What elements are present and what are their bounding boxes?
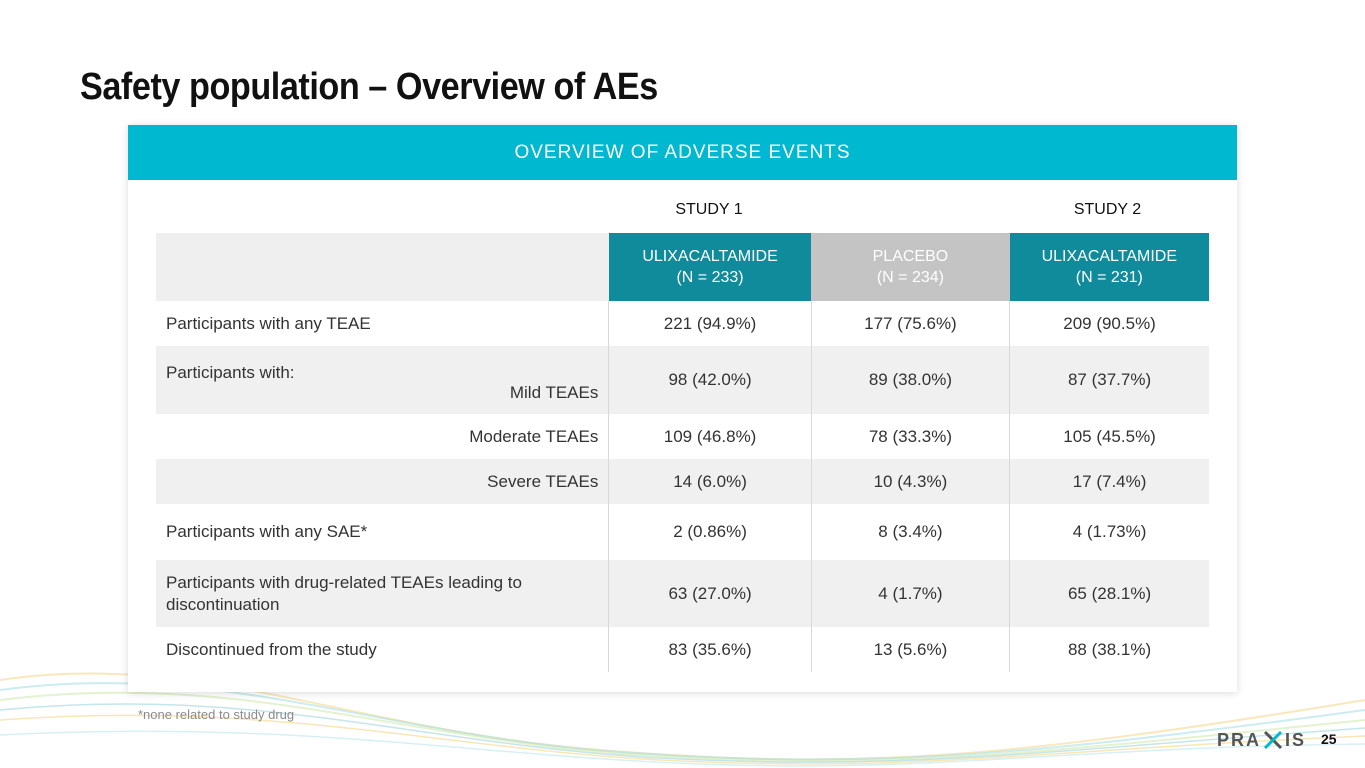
cell-value: 98 (42.0%) bbox=[608, 346, 812, 414]
page-title: Safety population – Overview of AEs bbox=[80, 66, 658, 108]
column-name: PLACEBO bbox=[872, 248, 949, 265]
column-header-ulixacaltamide-study1: ULIXACALTAMIDE (N = 233) bbox=[608, 233, 812, 301]
cell-value: 65 (28.1%) bbox=[1009, 560, 1209, 627]
cell-value: 63 (27.0%) bbox=[608, 560, 812, 627]
row-label: Participants with any TEAE bbox=[166, 313, 371, 333]
column-n: (N = 233) bbox=[676, 269, 744, 286]
card-header: OVERVIEW OF ADVERSE EVENTS bbox=[128, 125, 1237, 180]
cell-value: 221 (94.9%) bbox=[608, 301, 812, 346]
logo-text-left: PRA bbox=[1217, 729, 1262, 750]
logo-text-right: IS bbox=[1285, 729, 1307, 750]
row-sublabel: Mild TEAEs bbox=[509, 383, 599, 402]
cell-value: 177 (75.6%) bbox=[810, 301, 1010, 346]
table-header-row: ULIXACALTAMIDE (N = 233) PLACEBO (N = 23… bbox=[156, 233, 1209, 301]
praxis-logo: PRA IS bbox=[1217, 729, 1306, 751]
row-label: Moderate TEAEs bbox=[469, 426, 599, 446]
column-header-placebo: PLACEBO (N = 234) bbox=[811, 233, 1010, 301]
study2-label: STUDY 2 bbox=[1073, 201, 1142, 218]
cell-value: 87 (37.7%) bbox=[1009, 346, 1209, 414]
header-blank-cell bbox=[156, 233, 609, 301]
adverse-events-table: ULIXACALTAMIDE (N = 233) PLACEBO (N = 23… bbox=[156, 233, 1209, 672]
table-row: Severe TEAEs 14 (6.0%) 10 (4.3%) 17 (7.4… bbox=[156, 459, 1209, 504]
column-n: (N = 231) bbox=[1075, 269, 1143, 286]
cell-value: 13 (5.6%) bbox=[810, 627, 1010, 672]
cell-value: 4 (1.73%) bbox=[1009, 504, 1209, 560]
row-label: Discontinued from the study bbox=[166, 639, 377, 659]
cell-value: 89 (38.0%) bbox=[810, 346, 1010, 414]
overview-card: OVERVIEW OF ADVERSE EVENTS STUDY 1 STUDY… bbox=[128, 125, 1237, 692]
row-label-group: Participants with: Mild TEAEs bbox=[156, 346, 609, 414]
row-label: Participants with: bbox=[166, 363, 295, 382]
cell-value: 88 (38.1%) bbox=[1009, 627, 1209, 672]
column-n: (N = 234) bbox=[876, 269, 944, 286]
table-row: Participants with any TEAE 221 (94.9%) 1… bbox=[156, 301, 1209, 346]
table-row: Discontinued from the study 83 (35.6%) 1… bbox=[156, 627, 1209, 672]
row-label: Participants with any SAE* bbox=[166, 522, 368, 541]
column-name: ULIXACALTAMIDE bbox=[642, 248, 778, 265]
x-mark-icon bbox=[1263, 730, 1283, 750]
row-label: Severe TEAEs bbox=[156, 459, 609, 504]
table-row: Moderate TEAEs 109 (46.8%) 78 (33.3%) 10… bbox=[156, 414, 1209, 459]
column-name: ULIXACALTAMIDE bbox=[1041, 248, 1178, 265]
column-header-ulixacaltamide-study2: ULIXACALTAMIDE (N = 231) bbox=[1009, 233, 1209, 301]
table-row: Participants with drug-related TEAEs lea… bbox=[156, 560, 1209, 627]
page-number: 25 bbox=[1321, 731, 1337, 747]
cell-value: 209 (90.5%) bbox=[1009, 301, 1209, 346]
cell-value: 109 (46.8%) bbox=[608, 414, 812, 459]
cell-value: 105 (45.5%) bbox=[1009, 414, 1209, 459]
cell-value: 83 (35.6%) bbox=[608, 627, 812, 672]
cell-value: 10 (4.3%) bbox=[810, 459, 1010, 504]
row-label: Participants with drug-related TEAEs lea… bbox=[156, 560, 609, 627]
footnote: *none related to study drug bbox=[138, 707, 295, 722]
cell-value: 2 (0.86%) bbox=[608, 504, 812, 560]
study1-label: STUDY 1 bbox=[675, 201, 743, 218]
table-row: Participants with: Mild TEAEs 98 (42.0%)… bbox=[156, 346, 1209, 414]
cell-value: 8 (3.4%) bbox=[810, 504, 1010, 560]
cell-value: 78 (33.3%) bbox=[810, 414, 1010, 459]
table-row: Participants with any SAE* 2 (0.86%) 8 (… bbox=[156, 504, 1209, 560]
cell-value: 4 (1.7%) bbox=[810, 560, 1010, 627]
cell-value: 17 (7.4%) bbox=[1009, 459, 1209, 504]
cell-value: 14 (6.0%) bbox=[608, 459, 812, 504]
